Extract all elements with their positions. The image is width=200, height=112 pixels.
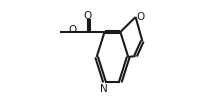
Text: N: N [100, 83, 107, 93]
Text: O: O [68, 24, 76, 34]
Text: O: O [84, 11, 92, 21]
Text: O: O [137, 12, 145, 22]
